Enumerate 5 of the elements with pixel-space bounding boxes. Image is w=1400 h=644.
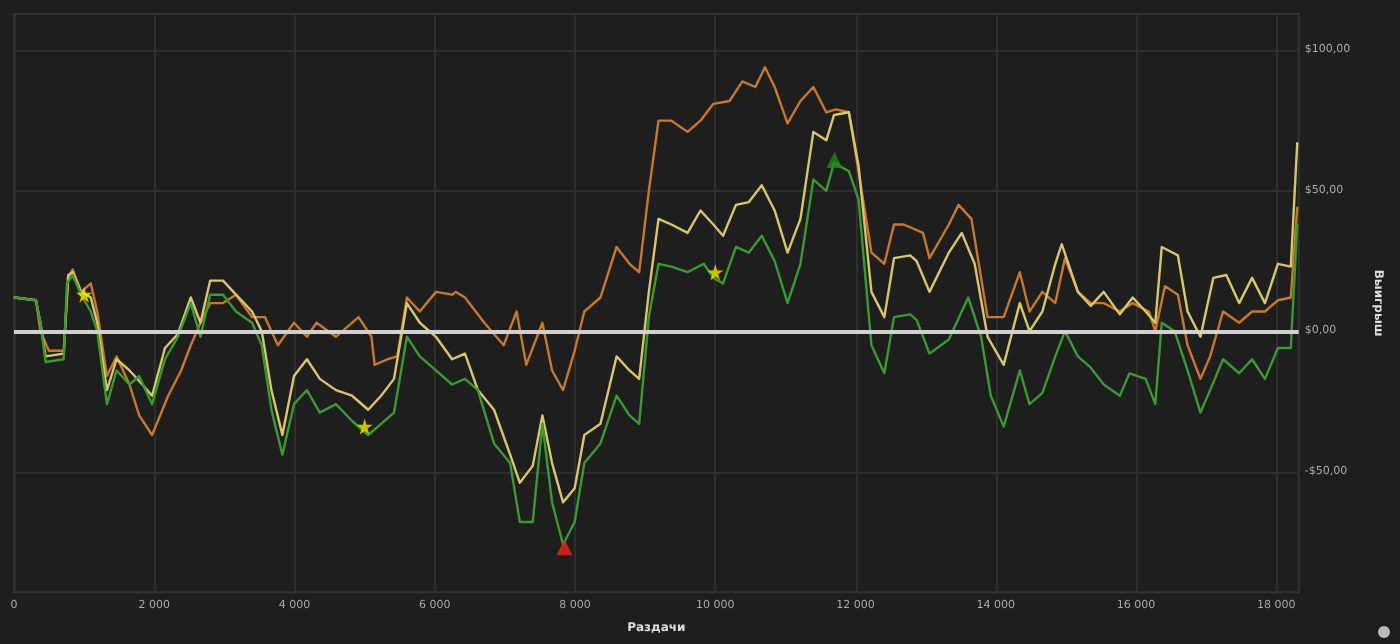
point (76, 286, 93, 303)
point (556, 539, 573, 556)
point (826, 151, 843, 168)
point (707, 264, 724, 281)
point (356, 418, 373, 435)
